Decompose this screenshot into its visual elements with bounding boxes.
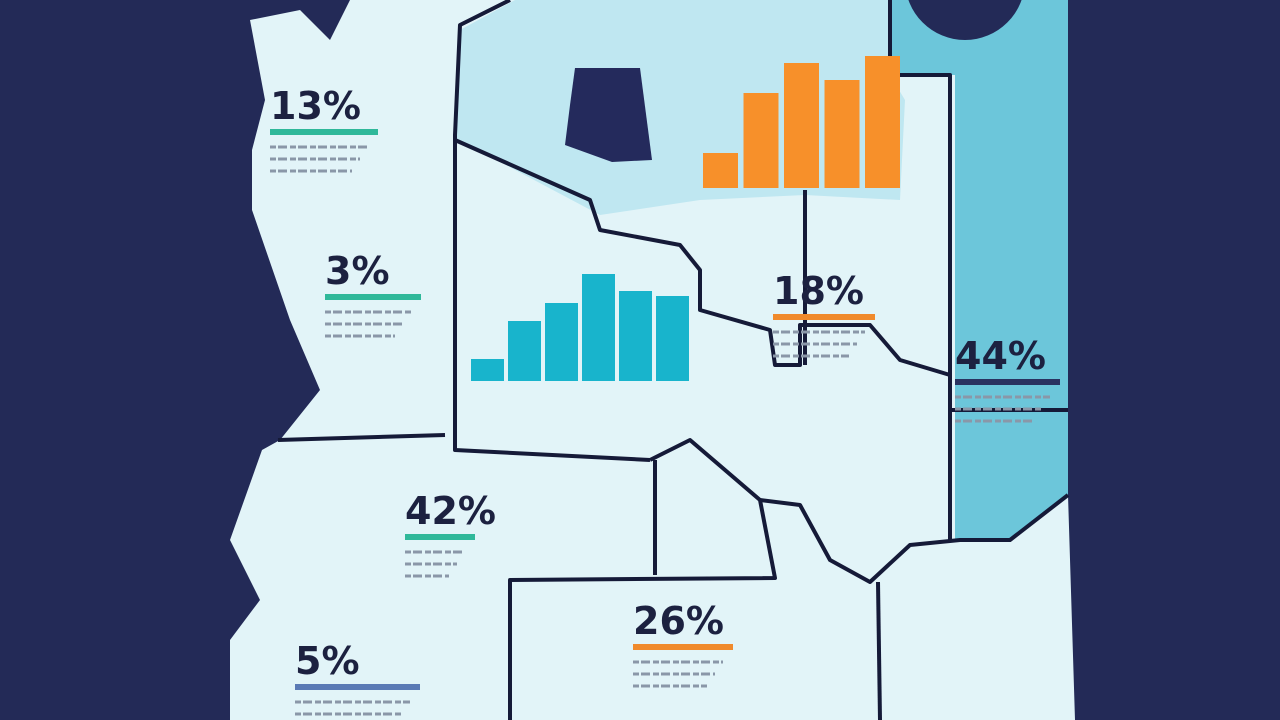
bar xyxy=(824,80,860,188)
label-underline xyxy=(270,129,378,135)
border xyxy=(453,0,651,462)
percent-label: 26% xyxy=(633,599,724,643)
dark-circle xyxy=(908,0,1022,40)
bar-charts xyxy=(471,56,900,381)
percent-label: 13% xyxy=(270,84,361,128)
label-underline xyxy=(295,684,420,690)
bar xyxy=(545,303,578,381)
label-underline xyxy=(405,534,475,540)
bar xyxy=(865,56,900,188)
border xyxy=(876,581,882,720)
label-underline xyxy=(325,294,421,300)
bar xyxy=(743,93,779,188)
percent-label: 18% xyxy=(773,269,864,313)
labels: 13% 3% 18% 44% 42% 26% 5% xyxy=(270,84,1060,716)
bar xyxy=(619,291,652,381)
bar xyxy=(703,153,738,188)
label-underline xyxy=(773,314,875,320)
bar xyxy=(784,63,819,188)
label-underline xyxy=(955,379,1060,385)
percent-label: 42% xyxy=(405,489,496,533)
border xyxy=(888,0,952,540)
percent-label: 44% xyxy=(955,334,1046,378)
border xyxy=(759,493,1070,584)
bar xyxy=(656,296,689,381)
bar xyxy=(471,359,504,381)
border xyxy=(508,438,777,720)
percent-label: 3% xyxy=(325,249,390,293)
label-underline xyxy=(633,644,733,650)
bar xyxy=(508,321,541,381)
state-icon xyxy=(565,68,652,162)
east-strip xyxy=(890,0,1068,540)
percent-label: 5% xyxy=(295,639,360,683)
border xyxy=(454,138,951,377)
border xyxy=(277,433,446,442)
bar xyxy=(582,274,615,381)
